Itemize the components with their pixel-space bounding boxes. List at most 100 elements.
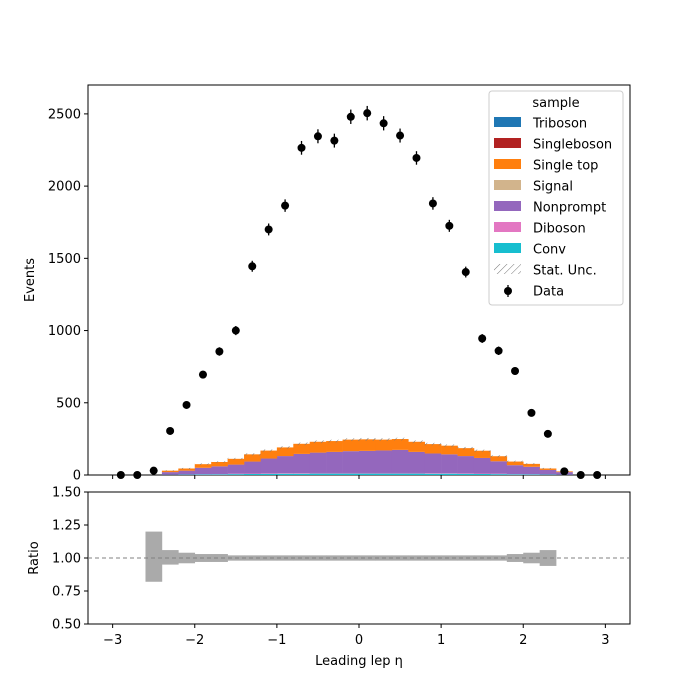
bar-nonprompt bbox=[375, 450, 393, 473]
ratio-uncertainty-band bbox=[145, 531, 557, 582]
bar-single-top bbox=[342, 439, 360, 452]
bar-nonprompt bbox=[490, 461, 508, 474]
legend-entry-singleboson: Singleboson bbox=[494, 138, 612, 153]
stat-unc-segment bbox=[391, 437, 409, 441]
bar-conv bbox=[293, 473, 311, 475]
data-point bbox=[576, 471, 585, 479]
bar-conv bbox=[194, 474, 212, 475]
data-point bbox=[560, 467, 569, 476]
stat-unc-segment bbox=[342, 438, 359, 441]
stat-unc-segment bbox=[161, 470, 179, 472]
bar-conv bbox=[523, 474, 540, 475]
legend-entry-signal: Signal bbox=[494, 180, 573, 195]
data-point bbox=[412, 153, 421, 162]
stat-unc-segment bbox=[457, 446, 474, 450]
legend-entries: Triboson Singleboson Single top Signal Nonpr… bbox=[494, 117, 612, 300]
legend-label: Single top bbox=[533, 159, 598, 174]
legend-title: sample bbox=[532, 96, 579, 111]
bar-nonprompt bbox=[161, 472, 179, 475]
legend-entry-diboson: Diboson bbox=[494, 222, 586, 237]
stat-unc-segment bbox=[227, 457, 245, 460]
bar-diboson bbox=[276, 473, 294, 474]
ratio-band-segment bbox=[391, 555, 409, 561]
data-point bbox=[445, 221, 454, 230]
stat-unc-segment bbox=[424, 442, 442, 446]
bar-nonprompt bbox=[260, 458, 278, 474]
data-point bbox=[494, 346, 503, 355]
main-x-ticks bbox=[112, 475, 606, 479]
stat-unc-segment bbox=[523, 463, 540, 465]
bar-nonprompt bbox=[194, 467, 212, 475]
bar-single-top bbox=[408, 441, 425, 452]
data-point bbox=[543, 429, 552, 438]
data-point bbox=[149, 466, 158, 475]
ratio-y-tick-label: 1.25 bbox=[52, 519, 81, 534]
x-axis-label: Leading lep η bbox=[315, 654, 403, 669]
data-point bbox=[363, 109, 372, 118]
ratio-band-segment bbox=[539, 550, 557, 566]
bar-single-top bbox=[276, 447, 294, 457]
bar-nonprompt bbox=[408, 451, 425, 473]
data-point bbox=[133, 471, 142, 479]
ratio-band-segment bbox=[457, 555, 475, 561]
bar-conv bbox=[244, 473, 261, 475]
data-point bbox=[116, 471, 125, 479]
ratio-band-segment bbox=[408, 555, 425, 561]
stat-unc-segment bbox=[539, 467, 557, 470]
data-point bbox=[478, 334, 487, 343]
data-point bbox=[428, 199, 437, 208]
data-point bbox=[527, 408, 536, 417]
y-tick-label: 500 bbox=[56, 396, 81, 411]
legend-hatch-swatch bbox=[494, 264, 521, 274]
data-point bbox=[281, 201, 290, 210]
bar-single-top bbox=[211, 462, 228, 467]
bar-nonprompt bbox=[424, 453, 442, 474]
bar-diboson bbox=[359, 472, 376, 474]
bar-single-top bbox=[227, 458, 245, 465]
stat-unc-segment bbox=[293, 442, 310, 446]
y-tick-label: 1000 bbox=[48, 324, 81, 339]
bar-single-top bbox=[194, 464, 212, 468]
bar-single-top bbox=[539, 468, 557, 470]
ratio-band-segment bbox=[309, 555, 327, 561]
bar-single-top bbox=[244, 454, 261, 462]
main-y-ticks: 0 500 1000 1500 2000 2500 bbox=[48, 107, 88, 484]
bar-single-top bbox=[178, 468, 196, 471]
bar-nonprompt bbox=[178, 470, 196, 475]
legend-swatch bbox=[494, 201, 521, 211]
legend-label: Triboson bbox=[532, 117, 587, 132]
ratio-y-tick-label: 1.00 bbox=[52, 552, 81, 567]
stat-unc-segment bbox=[309, 440, 327, 444]
bar-single-top bbox=[293, 443, 311, 454]
ratio-x-tick-label: 2 bbox=[519, 633, 527, 648]
ratio-y-tick-label: 0.75 bbox=[52, 585, 81, 600]
data-point bbox=[330, 136, 339, 145]
stacked-bars bbox=[161, 439, 573, 475]
bar-diboson bbox=[309, 472, 327, 474]
bar-single-top bbox=[473, 450, 491, 458]
stat-unc-band bbox=[161, 437, 573, 472]
bar-single-top bbox=[161, 470, 179, 473]
legend-entry-single-top: Single top bbox=[494, 159, 598, 174]
bar-diboson bbox=[342, 472, 360, 474]
data-point bbox=[215, 347, 224, 356]
stat-unc-segment bbox=[359, 437, 376, 441]
bar-single-top bbox=[457, 448, 475, 457]
bar-nonprompt bbox=[441, 454, 458, 474]
stat-unc-segment bbox=[326, 439, 343, 443]
legend-swatch bbox=[494, 243, 521, 253]
legend-swatch bbox=[494, 117, 521, 127]
y-tick-label: 2000 bbox=[48, 180, 81, 195]
stat-unc-segment bbox=[276, 446, 294, 449]
data-point bbox=[248, 262, 257, 271]
bar-single-top bbox=[506, 461, 524, 466]
bar-diboson bbox=[424, 473, 442, 474]
bar-nonprompt bbox=[506, 465, 524, 474]
bar-conv bbox=[441, 473, 458, 475]
data-points bbox=[116, 105, 602, 479]
legend-frame bbox=[488, 90, 624, 306]
data-point bbox=[593, 471, 602, 479]
bar-diboson bbox=[375, 472, 393, 474]
ratio-band-segment bbox=[145, 531, 163, 582]
